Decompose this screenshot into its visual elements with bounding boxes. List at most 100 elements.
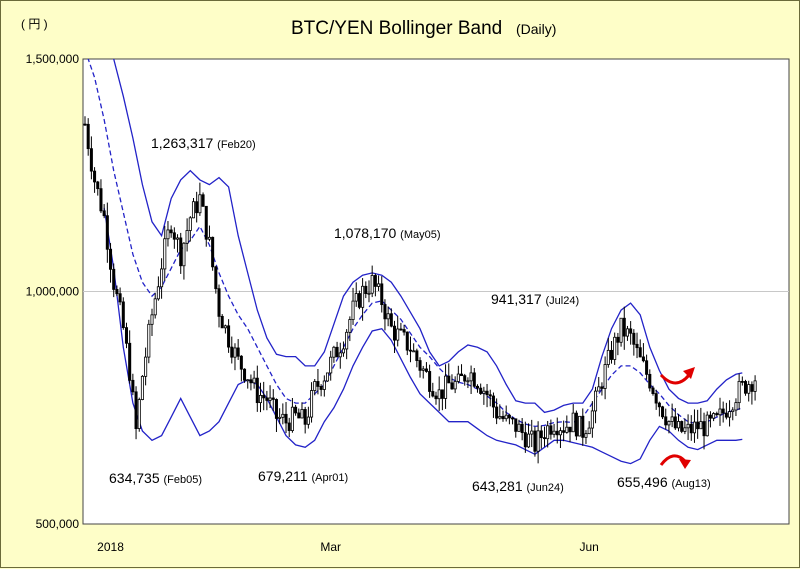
candle [638,339,642,358]
candle [405,331,409,356]
candle [271,389,275,412]
candle [475,384,479,393]
candle [676,414,681,432]
candle [431,382,435,398]
candle [689,415,693,441]
candle [584,430,588,444]
candle [501,410,505,422]
annotation-date: (Jul24) [546,295,580,307]
candle [156,276,160,301]
price-annotation: 1,078,170 (May05) [334,225,441,241]
candle [128,330,132,384]
candle [622,306,626,350]
x-tick-label: Jun [579,540,598,554]
candle [137,397,141,432]
candle [300,402,304,419]
price-annotation: 655,496 (Aug13) [617,474,711,490]
candle [322,375,326,397]
candle [313,378,317,396]
candle [533,426,537,457]
candle [332,345,336,363]
candle [437,376,441,411]
candle [664,408,668,430]
candle [737,373,741,410]
candle [396,316,400,347]
price-annotation: 634,735 (Feb05) [109,470,202,486]
candle [166,221,170,247]
candle [319,384,323,397]
candle [469,365,473,395]
candle [147,319,151,364]
candle [558,427,562,449]
arrow-up [659,367,695,385]
candle [185,218,189,252]
candle [415,348,419,368]
candle [616,332,620,356]
candle [670,403,674,428]
annotation-value: 655,496 [617,474,672,490]
candle [207,225,211,242]
candle [632,329,636,356]
candle [86,118,90,156]
candle [236,339,240,360]
candle [609,340,614,364]
candle [278,408,282,424]
candle [696,409,700,439]
price-annotation: 679,211 (Apr01) [258,468,348,484]
candle [354,282,358,307]
candle [619,317,623,347]
candle [230,336,234,364]
candle [724,402,728,420]
candle [661,405,665,420]
price-annotation: 941,317 (Jul24) [491,291,579,307]
candle [421,365,425,379]
candle [482,386,486,405]
candle [99,179,103,214]
candle [463,373,467,386]
candle [325,372,330,382]
price-annotation: 643,281 (Jun24) [472,478,564,494]
candle [424,362,428,373]
candle [386,306,390,327]
candle [731,407,735,421]
candle [115,285,119,297]
ticks-layer: 1,500,000 1,000,000 500,000 2018 Mar Jun [26,52,599,554]
candle [692,409,696,443]
candle [581,408,585,446]
candle [527,423,531,449]
candle [249,374,253,391]
lower-band-line [103,207,743,465]
candle [383,299,387,331]
candle [479,383,483,395]
candle [418,357,422,378]
y-tick-label: 1,500,000 [26,52,80,66]
annotation-value: 679,211 [258,468,311,484]
candle [568,426,572,443]
candle [530,419,534,448]
candle [233,343,237,371]
candle [361,278,365,321]
candle [124,322,128,349]
candle [373,273,377,297]
candle [456,365,460,384]
bands-layer [87,59,743,465]
candle [402,324,406,336]
candle [144,347,148,386]
candle [109,243,113,283]
candle [102,204,106,219]
candle [112,263,116,298]
annotation-value: 941,317 [491,291,546,307]
candle [329,350,333,381]
candle [536,421,540,464]
candle [310,382,314,423]
candle [290,398,294,433]
candle [262,381,266,411]
candle [734,398,738,417]
candle [460,364,464,377]
candle [625,325,629,341]
candle [744,379,748,396]
candle [507,413,511,425]
candle [520,418,524,441]
candle [712,412,716,422]
candle [728,400,732,427]
